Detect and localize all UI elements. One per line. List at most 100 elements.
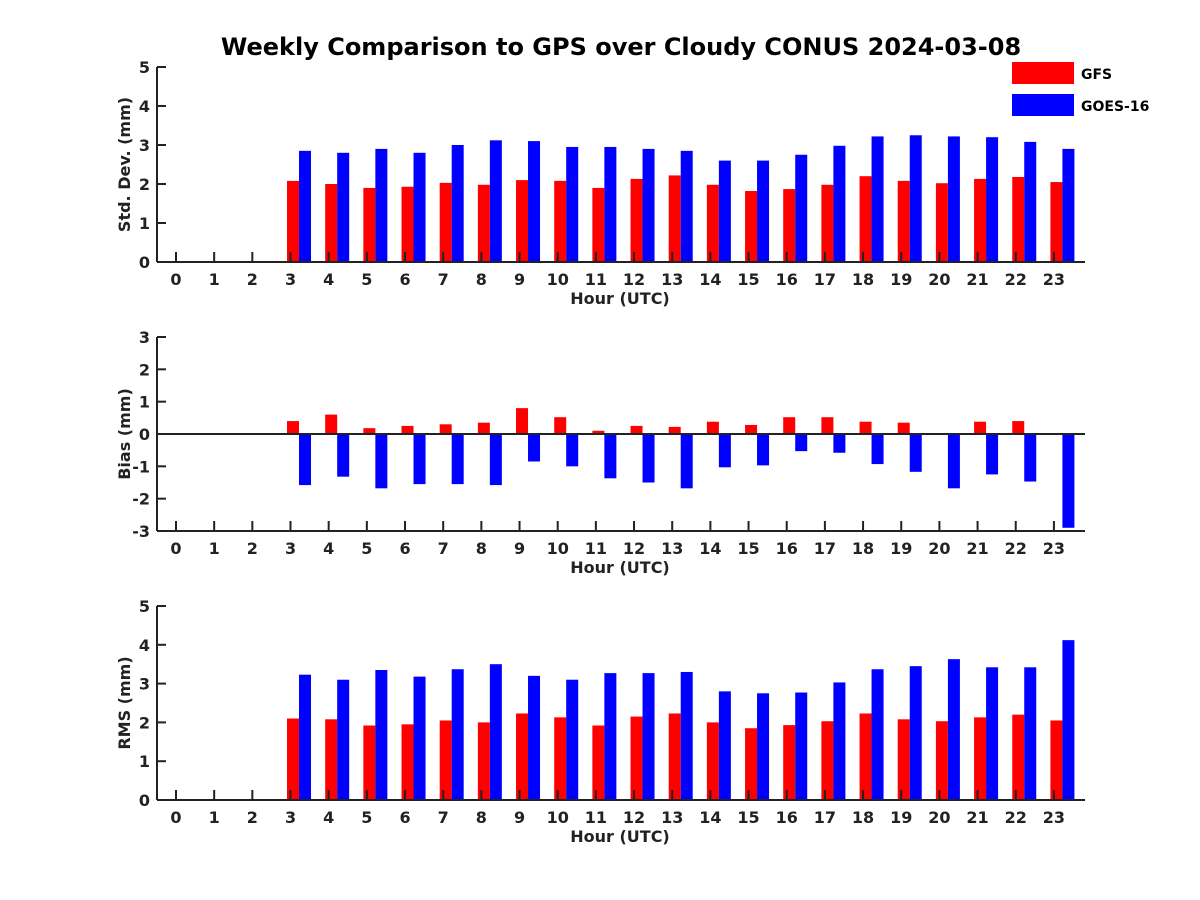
bar-gfs-hour-6 <box>401 724 414 800</box>
x-tick-label: 6 <box>399 808 410 827</box>
bar-gfs-hour-21 <box>974 421 987 434</box>
bar-goes16-hour-16 <box>795 692 808 800</box>
bar-goes16-hour-11 <box>604 146 617 262</box>
legend-label-goes16: GOES-16 <box>1081 99 1149 115</box>
bar-gfs-hour-19 <box>897 180 910 262</box>
bar-gfs-hour-11 <box>592 725 605 800</box>
bar-goes16-hour-12 <box>642 148 655 262</box>
bar-goes16-hour-9 <box>528 141 541 262</box>
bar-gfs-hour-19 <box>897 422 910 434</box>
bar-gfs-hour-10 <box>554 180 567 262</box>
x-tick-label: 20 <box>928 539 950 558</box>
y-tick-label: 1 <box>139 214 150 233</box>
x-tick-label: 4 <box>323 270 334 289</box>
legend-swatch-gfs <box>1012 62 1074 84</box>
bar-goes16-hour-3 <box>299 150 312 262</box>
x-tick-label: 8 <box>476 270 487 289</box>
x-tick-label: 0 <box>170 808 181 827</box>
x-tick-label: 22 <box>1005 808 1027 827</box>
bar-gfs-hour-4 <box>325 719 338 800</box>
bar-goes16-hour-21 <box>986 667 999 800</box>
bar-gfs-hour-6 <box>401 186 414 262</box>
bar-gfs-hour-9 <box>516 408 529 434</box>
bar-goes16-hour-21 <box>986 434 999 475</box>
x-tick-label: 2 <box>247 270 258 289</box>
bar-goes16-hour-5 <box>375 670 388 800</box>
bar-gfs-hour-20 <box>935 183 948 262</box>
bar-gfs-hour-23 <box>1050 720 1063 800</box>
bar-goes16-hour-6 <box>413 434 426 485</box>
x-tick-label: 22 <box>1005 270 1027 289</box>
bar-gfs-hour-16 <box>783 725 796 800</box>
x-tick-label: 11 <box>585 539 607 558</box>
bar-goes16-hour-15 <box>757 434 770 466</box>
y-tick-label: 5 <box>139 58 150 77</box>
x-tick-label: 13 <box>661 270 683 289</box>
bar-goes16-hour-17 <box>833 145 846 262</box>
y-axis-label: Bias (mm) <box>115 388 134 480</box>
bar-goes16-hour-21 <box>986 137 999 262</box>
bar-gfs-hour-22 <box>1012 176 1025 262</box>
x-tick-label: 21 <box>966 539 988 558</box>
x-tick-label: 9 <box>514 270 525 289</box>
bar-goes16-hour-16 <box>795 154 808 262</box>
x-tick-label: 8 <box>476 539 487 558</box>
x-tick-label: 23 <box>1043 808 1065 827</box>
bar-gfs-hour-11 <box>592 430 605 434</box>
x-axis-label: Hour (UTC) <box>570 827 670 846</box>
bar-goes16-hour-19 <box>909 666 922 800</box>
x-tick-label: 1 <box>209 808 220 827</box>
y-tick-label: 2 <box>139 713 150 732</box>
bar-goes16-hour-9 <box>528 675 541 800</box>
x-tick-label: 18 <box>852 539 874 558</box>
x-tick-label: 5 <box>361 808 372 827</box>
bar-goes16-hour-13 <box>680 434 693 489</box>
bar-gfs-hour-3 <box>287 421 300 434</box>
bar-gfs-hour-13 <box>668 175 681 262</box>
bar-goes16-hour-17 <box>833 682 846 800</box>
bar-goes16-hour-8 <box>489 140 502 262</box>
x-tick-label: 17 <box>814 539 836 558</box>
x-tick-label: 7 <box>438 539 449 558</box>
x-tick-label: 0 <box>170 539 181 558</box>
bar-gfs-hour-13 <box>668 426 681 434</box>
bar-gfs-hour-23 <box>1050 182 1063 262</box>
x-tick-label: 18 <box>852 808 874 827</box>
bar-goes16-hour-18 <box>871 434 884 465</box>
x-tick-label: 4 <box>323 808 334 827</box>
bar-gfs-hour-7 <box>439 720 452 800</box>
bar-gfs-hour-17 <box>821 184 834 262</box>
bar-gfs-hour-12 <box>630 425 643 434</box>
bar-goes16-hour-18 <box>871 669 884 800</box>
bar-gfs-hour-5 <box>363 725 376 800</box>
bar-gfs-hour-9 <box>516 713 529 800</box>
bar-goes16-hour-5 <box>375 148 388 262</box>
bar-goes16-hour-22 <box>1024 667 1037 800</box>
x-tick-label: 4 <box>323 539 334 558</box>
bar-goes16-hour-9 <box>528 434 541 462</box>
legend: GFS GOES-16 <box>1012 62 1149 116</box>
x-tick-label: 15 <box>737 808 759 827</box>
x-tick-label: 23 <box>1043 270 1065 289</box>
bar-gfs-hour-12 <box>630 178 643 262</box>
x-tick-label: 16 <box>776 808 798 827</box>
bar-gfs-hour-15 <box>745 728 758 800</box>
x-tick-label: 1 <box>209 270 220 289</box>
x-tick-label: 14 <box>699 808 721 827</box>
bar-goes16-hour-5 <box>375 434 388 489</box>
x-tick-label: 21 <box>966 270 988 289</box>
bar-gfs-hour-4 <box>325 184 338 262</box>
x-tick-label: 22 <box>1005 539 1027 558</box>
bar-gfs-hour-14 <box>706 421 719 434</box>
y-tick-label: 0 <box>139 791 150 810</box>
legend-label-gfs: GFS <box>1081 67 1112 83</box>
x-tick-label: 19 <box>890 808 912 827</box>
x-tick-label: 3 <box>285 270 296 289</box>
bar-gfs-hour-17 <box>821 721 834 800</box>
x-tick-label: 12 <box>623 808 645 827</box>
bar-goes16-hour-13 <box>680 671 693 800</box>
bar-goes16-hour-7 <box>451 434 464 485</box>
